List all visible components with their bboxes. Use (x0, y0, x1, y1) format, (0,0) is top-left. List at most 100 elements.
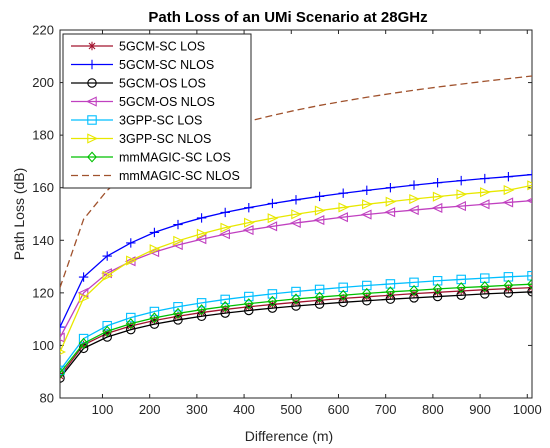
legend-entry-3gpp-sc-nlos: 3GPP-SC NLOS (71, 132, 211, 146)
data-point (362, 199, 373, 210)
data-point (502, 197, 514, 208)
data-point (196, 311, 207, 322)
data-point (220, 294, 230, 305)
data-point (244, 217, 255, 228)
data-point (314, 299, 325, 309)
legend-entry-5gcm-sc-nlos: 5GCM-SC NLOS (71, 58, 214, 72)
data-point (219, 229, 230, 240)
legend-entry-3gpp-sc-los: 3GPP-SC LOS (71, 114, 202, 128)
data-point (478, 199, 490, 210)
data-point (527, 180, 532, 191)
data-point (362, 185, 372, 196)
y-tick-label: 220 (32, 23, 54, 38)
data-point (338, 202, 350, 213)
y-tick-label: 180 (32, 128, 54, 143)
legend-entry-5gcm-os-los: 5GCM-OS LOS (71, 77, 206, 91)
data-point (126, 255, 137, 266)
legend-label: 3GPP-SC NLOS (119, 132, 211, 146)
series-5gcm-sc-nlos (60, 169, 532, 332)
data-point (173, 235, 184, 246)
data-point (173, 302, 183, 312)
data-point (267, 198, 278, 209)
data-point (338, 282, 348, 293)
data-point (126, 324, 136, 335)
data-point (456, 290, 466, 300)
data-point (361, 287, 372, 299)
data-point (60, 332, 65, 343)
data-point (267, 289, 278, 299)
legend-marker (87, 133, 98, 144)
data-point (149, 306, 160, 317)
data-point (338, 297, 348, 308)
legend-marker (86, 96, 97, 107)
data-point (173, 307, 183, 319)
data-point (291, 301, 301, 311)
data-point (409, 293, 419, 303)
data-point (220, 222, 232, 233)
legend-entry-5gcm-sc-los: 5GCM-SC LOS (71, 40, 205, 54)
y-tick-label: 200 (32, 75, 54, 90)
data-point (77, 287, 89, 298)
chart-title: Path Loss of an UMi Scenario at 28GHz (148, 9, 427, 26)
data-point (384, 207, 396, 218)
legend-label: 5GCM-SC LOS (119, 40, 205, 54)
x-axis-title: Difference (m) (245, 428, 333, 444)
data-point (408, 204, 419, 216)
data-point (267, 303, 278, 313)
data-point (527, 287, 532, 297)
data-point (242, 224, 254, 236)
data-point (173, 315, 183, 325)
legend-marker (87, 59, 97, 70)
data-point (196, 228, 208, 239)
y-tick-label: 120 (32, 285, 54, 300)
data-point (102, 251, 112, 261)
legend-marker (87, 78, 97, 88)
x-tick-label: 400 (233, 402, 255, 417)
data-point (431, 202, 443, 214)
data-point (480, 173, 490, 184)
data-point (526, 197, 532, 204)
series-line-3gpp-sc-los (60, 275, 532, 371)
series-line-5gcm-os-nlos (60, 199, 532, 338)
data-point (503, 185, 515, 196)
data-point (149, 312, 160, 324)
x-tick-label: 100 (92, 402, 114, 417)
series-layer (60, 75, 532, 383)
data-point (196, 304, 207, 316)
data-point (290, 217, 301, 229)
x-tick-label: 500 (280, 402, 302, 417)
data-point (337, 212, 348, 223)
data-point (456, 189, 468, 200)
data-point (78, 272, 89, 282)
data-point (244, 291, 254, 302)
legend-label: 5GCM-OS LOS (119, 77, 206, 91)
data-point (362, 280, 372, 291)
data-point (244, 202, 254, 213)
x-tick-label: 800 (422, 402, 444, 417)
legend-entry-5gcm-os-nlos: 5GCM-OS NLOS (71, 95, 215, 109)
legend-label: mmMAGIC-SC NLOS (119, 169, 240, 183)
data-point (220, 308, 230, 318)
data-point (432, 178, 443, 188)
data-point (60, 367, 65, 379)
series-line-5gcm-os-los (60, 291, 532, 379)
data-point (480, 187, 491, 198)
data-point (314, 291, 325, 303)
x-tick-label: 600 (328, 402, 350, 417)
data-point (314, 191, 325, 202)
data-point (196, 298, 207, 308)
legend-marker (87, 115, 97, 125)
data-point (149, 244, 161, 255)
data-point (102, 325, 113, 337)
data-point (243, 298, 254, 310)
legend-label: mmMAGIC-SC LOS (119, 151, 231, 165)
data-point (291, 209, 302, 220)
data-point (266, 221, 278, 232)
data-point (195, 234, 207, 245)
data-point (338, 188, 348, 198)
legend-label: 5GCM-OS NLOS (119, 95, 215, 109)
y-tick-label: 100 (32, 338, 54, 353)
y-tick-label: 140 (32, 233, 54, 248)
series-line-3gpp-sc-nlos (60, 184, 532, 353)
legend-label: 5GCM-SC NLOS (119, 58, 214, 72)
